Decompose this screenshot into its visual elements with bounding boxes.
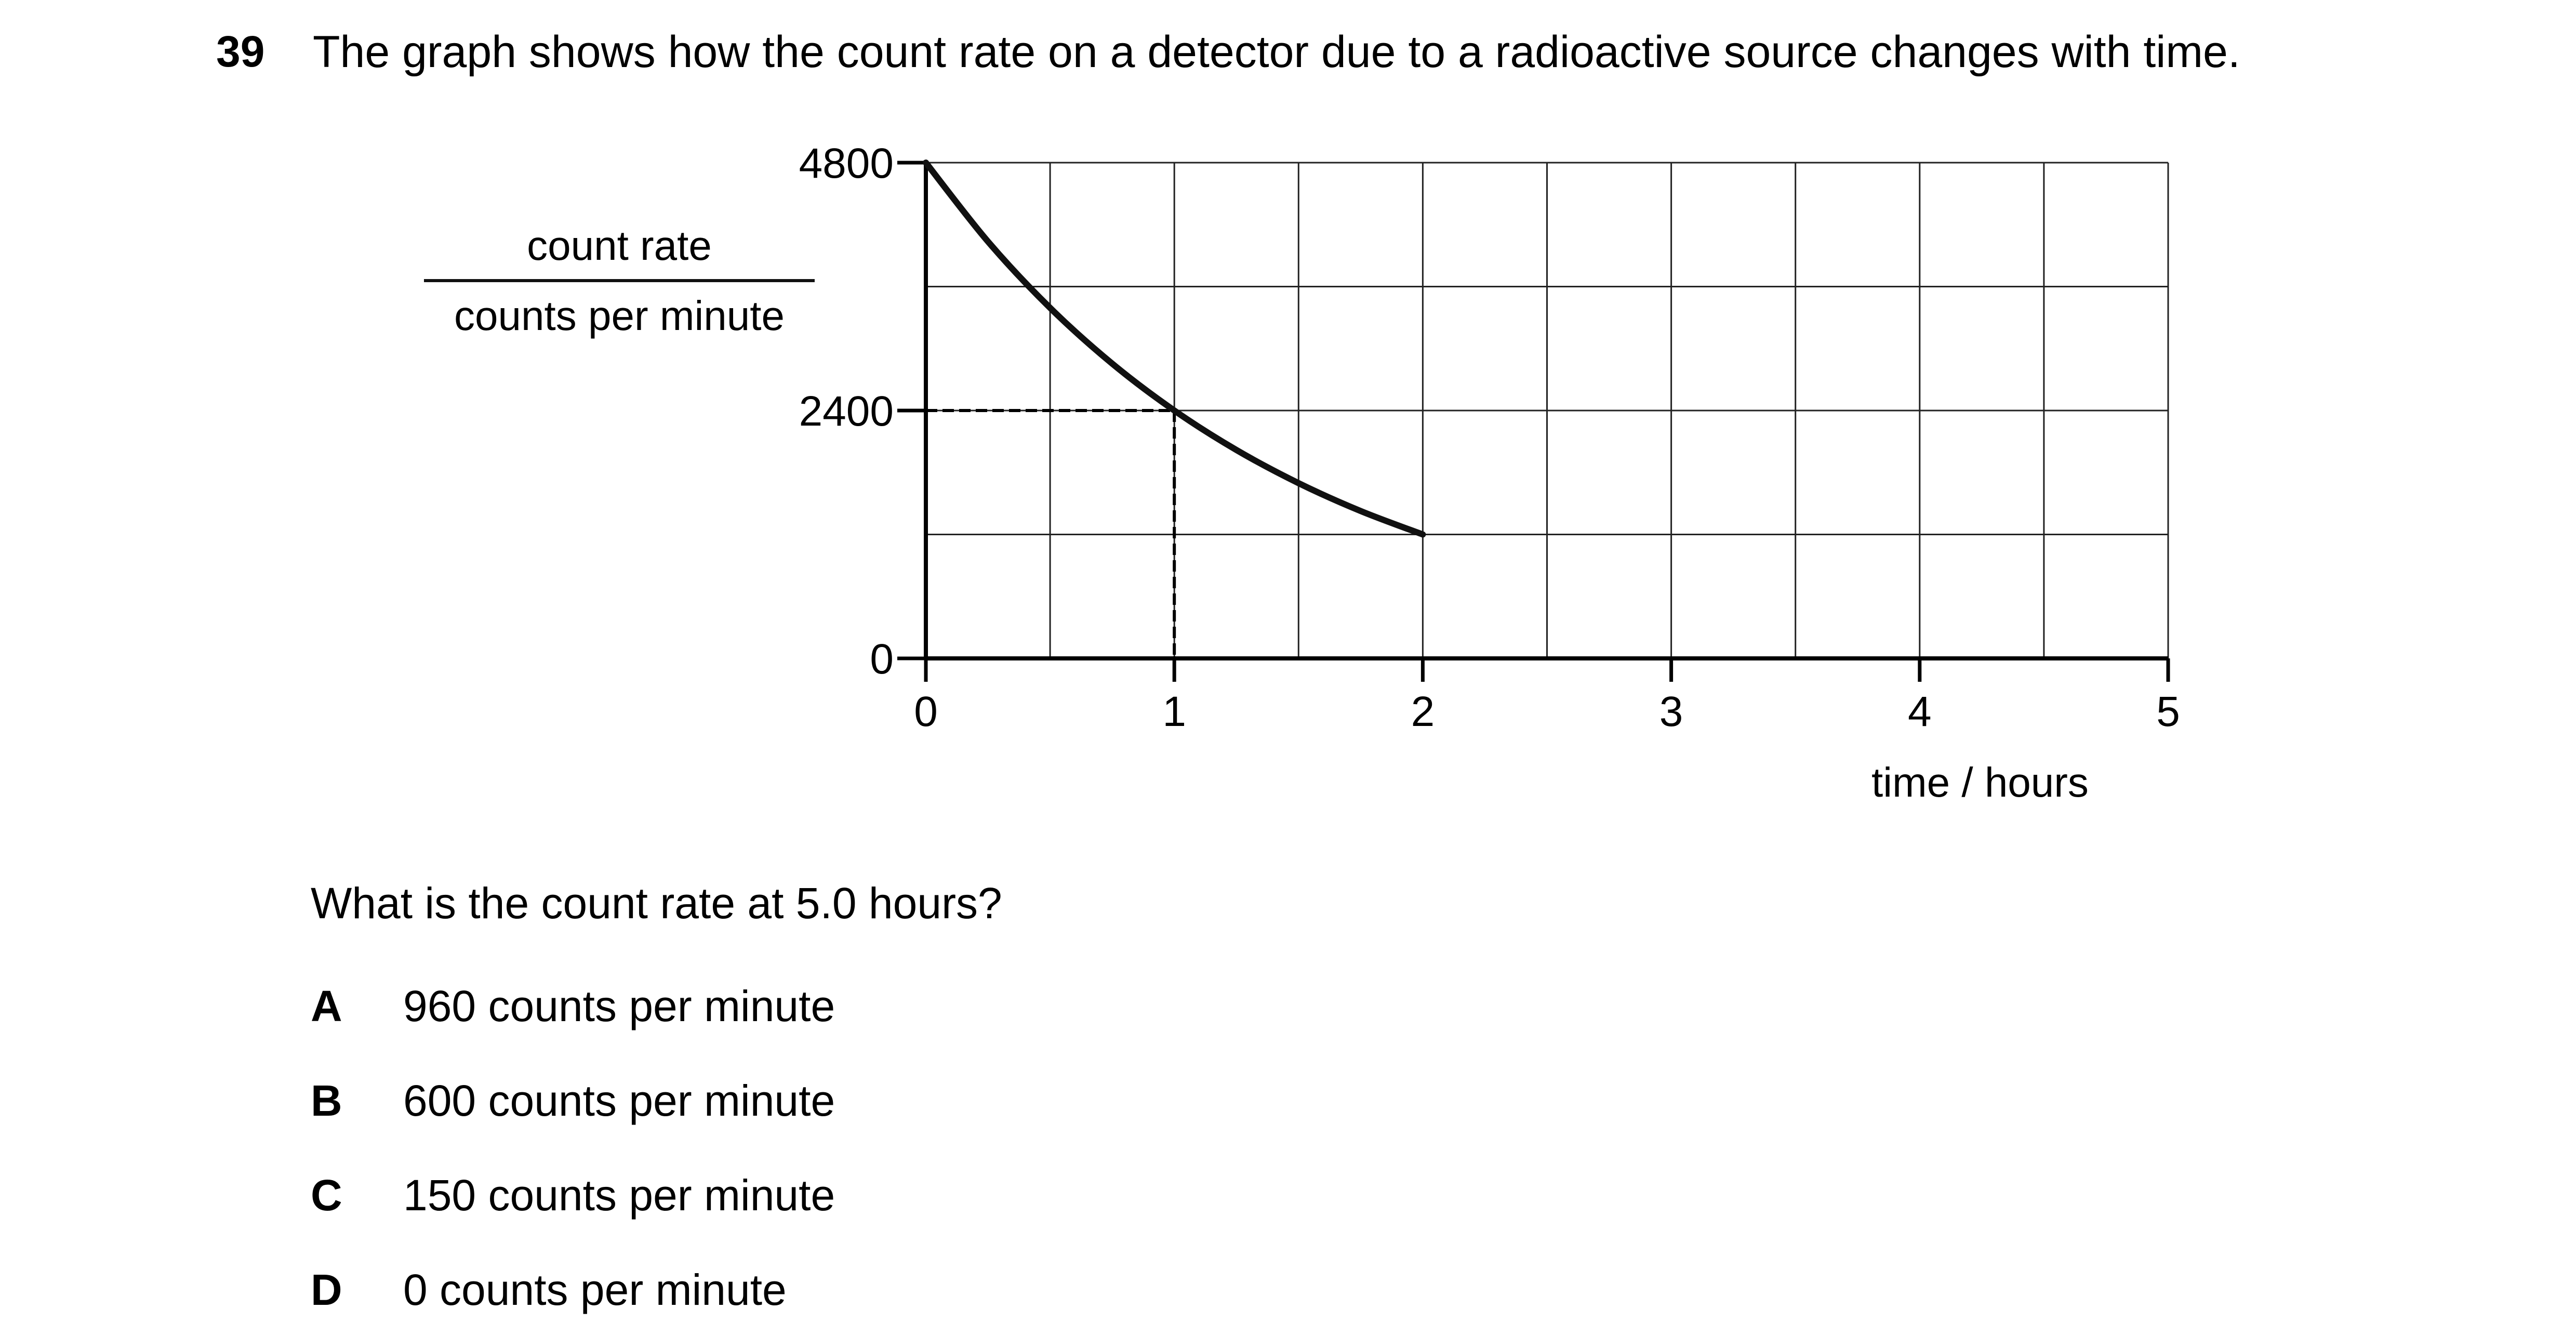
y-tick-label: 4800 <box>799 140 894 187</box>
x-tick-label: 2 <box>1411 688 1435 735</box>
x-tick-label: 5 <box>2156 688 2180 735</box>
question-prompt: What is the count rate at 5.0 hours? <box>311 879 1002 928</box>
x-tick-label: 1 <box>1162 688 1186 735</box>
x-axis-label: time / hours <box>1871 759 2089 805</box>
y-tick-label: 2400 <box>799 388 894 435</box>
x-tick-label: 3 <box>1659 688 1683 735</box>
y-axis-label: count rate counts per minute <box>424 213 815 348</box>
option-text: 0 counts per minute <box>403 1265 787 1314</box>
y-tick-label: 0 <box>870 636 894 683</box>
y-axis-label-numerator: count rate <box>527 222 712 269</box>
decay-curve <box>923 160 1426 538</box>
option-text: 960 counts per minute <box>403 982 835 1030</box>
question-stem: The graph shows how the count rate on a … <box>313 27 2240 77</box>
x-tick-label: 0 <box>914 688 938 735</box>
option-text: 600 counts per minute <box>403 1076 835 1125</box>
x-tick-label: 4 <box>1908 688 1932 735</box>
option-letter: A <box>311 982 342 1030</box>
option-letter: D <box>311 1265 342 1314</box>
option-letter: B <box>311 1076 342 1125</box>
option-letter: C <box>311 1171 342 1220</box>
option-text: 150 counts per minute <box>403 1171 835 1220</box>
y-axis-label-denominator: counts per minute <box>454 293 785 339</box>
fraction-bar <box>424 279 815 282</box>
question-number: 39 <box>216 27 265 76</box>
